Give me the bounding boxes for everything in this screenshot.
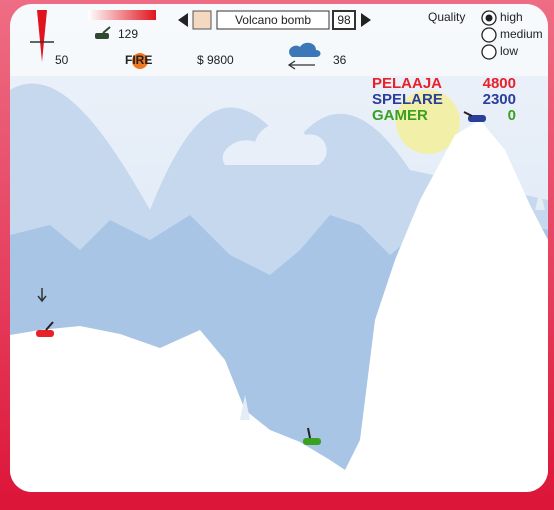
player-name: GAMER bbox=[372, 107, 428, 124]
power-value: 129 bbox=[118, 27, 138, 41]
weapon-icon bbox=[193, 11, 211, 29]
play-area bbox=[10, 4, 548, 492]
fire-button[interactable]: FIRE bbox=[125, 53, 152, 67]
radio-button[interactable] bbox=[482, 28, 496, 42]
player-name: PELAAJA bbox=[372, 75, 442, 92]
radio-label[interactable]: low bbox=[500, 44, 518, 58]
ammo-count: 98 bbox=[337, 13, 351, 27]
player-score: 4800 bbox=[483, 75, 516, 92]
power-bar bbox=[88, 10, 156, 20]
player-score: 0 bbox=[508, 107, 516, 124]
radio-dot bbox=[486, 15, 493, 22]
radio-label[interactable]: medium bbox=[500, 27, 543, 41]
radio-label[interactable]: high bbox=[500, 10, 523, 24]
game-screen: 50 129 FIRE Volcano bomb 98 $ 9800 36 Qu… bbox=[0, 0, 554, 510]
angle-value: 50 bbox=[55, 53, 69, 67]
player-score: 2300 bbox=[483, 91, 516, 108]
money: $ 9800 bbox=[197, 53, 234, 67]
quality-label: Quality bbox=[428, 10, 465, 24]
radio-button[interactable] bbox=[482, 45, 496, 59]
wind-value: 36 bbox=[333, 53, 347, 67]
player-name: SPELARE bbox=[372, 91, 443, 108]
weapon-name: Volcano bomb bbox=[235, 13, 311, 27]
